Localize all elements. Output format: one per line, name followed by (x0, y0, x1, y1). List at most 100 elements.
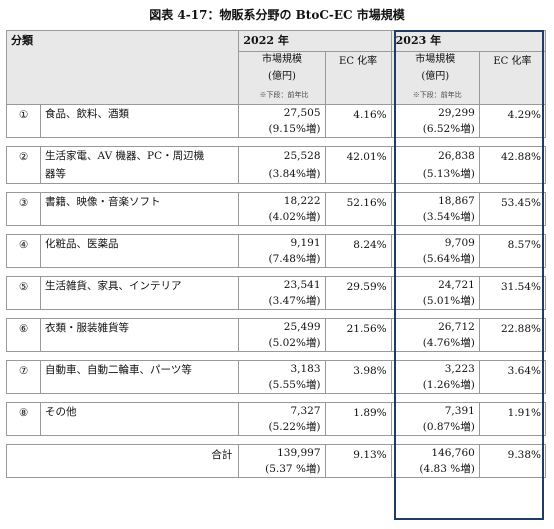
table-row: ⑦ 自動車、自動二輪車、パーツ等 3,183 3.98% 3,223 3.64% (5, 360, 547, 394)
market-size-2023-label: 市場規模 (390, 51, 480, 68)
total-ec-rate-2023: 9.38% (478, 444, 547, 478)
row-number: ⑤ (5, 276, 42, 310)
value-2023: 3,223 (390, 360, 480, 377)
ec-rate-2022: 52.16% (324, 192, 392, 226)
ec-rate-2023: 53.45% (478, 192, 547, 226)
table-row-growth: (7.48%増) (5.64%増) (7, 251, 546, 268)
page-title: 図表 4-17：物販系分野の BtoC-EC 市場規模 (149, 8, 405, 22)
growth-2023: (4.76%増) (390, 335, 480, 352)
total-growth-2023: (4.83 %増) (390, 461, 480, 478)
header-blank (5, 86, 240, 105)
header-row-years: 分類 2022 年 2023 年 (5, 30, 547, 52)
table-row-growth: (9.15%増) (6.52%増) (7, 121, 546, 138)
table-row-growth: (5.55%増) (1.26%増) (7, 377, 546, 394)
row-category: 化粧品、医薬品 (40, 234, 240, 268)
table-row: ④ 化粧品、医薬品 9,191 8.24% 9,709 8.57% (5, 234, 547, 268)
total-growth-2022: (5.37 %増) (238, 461, 326, 478)
ec-rate-2023: 1.91% (478, 402, 547, 436)
growth-2022: (3.84%増) (238, 165, 326, 184)
total-value-2022: 139,997 (238, 444, 326, 461)
ec-rate-2023: 3.64% (478, 360, 547, 394)
growth-2022: (4.02%増) (238, 209, 326, 226)
value-2023: 29,299 (390, 104, 480, 121)
unit-2023-label: (億円) (390, 68, 480, 86)
growth-2022: (9.15%増) (238, 121, 326, 138)
header-row-labels: 市場規模 EC 化率 市場規模 EC 化率 (5, 51, 547, 105)
header-blank (5, 51, 240, 68)
note-2022-label: ※下段：前年比 (238, 86, 326, 105)
header-row-units: (億円) (億円) (5, 68, 546, 86)
growth-2022: (5.22%増) (238, 419, 326, 436)
row-category: 衣類・服装雑貨等 (40, 318, 240, 352)
growth-2023: (6.52%増) (390, 121, 480, 138)
growth-2023: (0.87%増) (390, 419, 480, 436)
ec-rate-2023: 22.88% (478, 318, 547, 352)
ec-rate-2022: 3.98% (324, 360, 392, 394)
table-row: ③ 書籍、映像・音楽ソフト 18,222 52.16% 18,867 53.45… (5, 192, 547, 226)
total-row: 合計 139,997 9.13% 146,760 9.38% (5, 444, 547, 478)
growth-2022: (5.02%増) (238, 335, 326, 352)
growth-2023: (3.54%増) (390, 209, 480, 226)
row-category: 書籍、映像・音楽ソフト (40, 192, 240, 226)
row-category: その他 (40, 402, 240, 436)
market-size-table: 分類 2022 年 2023 年 市場規模 EC 化率 市場規模 EC 化率 (… (5, 30, 547, 478)
row-number: ③ (5, 192, 42, 226)
row-category: 生活家電、AV 機器、PC・周辺機 器等 (40, 146, 240, 184)
ec-rate-2022: 1.89% (324, 402, 392, 436)
row-number: ⑧ (5, 402, 42, 436)
value-2022: 18,222 (238, 192, 326, 209)
row-category: 生活雑貨、家具、インテリア (40, 276, 240, 310)
ec-rate-2022: 4.16% (324, 104, 392, 138)
value-2022: 27,505 (238, 104, 326, 121)
growth-2022: (5.55%増) (238, 377, 326, 394)
value-2022: 7,327 (238, 402, 326, 419)
ec-rate-2023: 8.57% (478, 234, 547, 268)
value-2022: 23,541 (238, 276, 326, 293)
note-2023-label: ※下段：前年比 (390, 86, 480, 105)
ec-rate-2022: 8.24% (324, 234, 392, 268)
table-row: ② 生活家電、AV 機器、PC・周辺機 器等 25,528 42.01% 26,8… (5, 146, 547, 184)
row-number: ⑥ (5, 318, 42, 352)
table-row: ① 食品、飲料、酒類 27,505 4.16% 29,299 4.29% (5, 104, 547, 138)
total-row-growth: (5.37 %増) (4.83 %増) (7, 461, 546, 478)
value-2023: 9,709 (390, 234, 480, 251)
growth-2023: (1.26%増) (390, 377, 480, 394)
row-number: ⑦ (5, 360, 42, 394)
total-value-2023: 146,760 (390, 444, 480, 461)
ec-rate-2023: 42.88% (478, 146, 547, 184)
growth-2023: (5.64%増) (390, 251, 480, 268)
ec-rate-2023-label: EC 化率 (478, 51, 547, 105)
value-2023: 7,391 (390, 402, 480, 419)
growth-2022: (3.47%増) (238, 293, 326, 310)
value-2023: 26,838 (390, 146, 480, 165)
value-2023: 18,867 (390, 192, 480, 209)
value-2022: 25,499 (238, 318, 326, 335)
row-category: 食品、飲料、酒類 (40, 104, 240, 138)
table-row: ⑧ その他 7,327 1.89% 7,391 1.91% (5, 402, 547, 436)
ec-rate-2022: 42.01% (324, 146, 392, 184)
total-ec-rate-2022: 9.13% (324, 444, 392, 478)
ec-rate-2023: 31.54% (478, 276, 547, 310)
table-row: ⑤ 生活雑貨、家具、インテリア 23,541 29.59% 24,721 31.… (5, 276, 547, 310)
growth-2023: (5.13%増) (390, 165, 480, 184)
value-2023: 24,721 (390, 276, 480, 293)
row-number: ① (5, 104, 42, 138)
header-blank (5, 68, 240, 86)
category-header: 分類 (5, 30, 240, 52)
table-row-growth: (4.02%増) (3.54%増) (7, 209, 546, 226)
growth-2022: (7.48%増) (238, 251, 326, 268)
table-row-growth: (3.47%増) (5.01%増) (7, 293, 546, 310)
market-size-2022-label: 市場規模 (238, 51, 326, 68)
value-2022: 9,191 (238, 234, 326, 251)
ec-rate-2022-label: EC 化率 (324, 51, 392, 105)
header-row-notes: ※下段：前年比 ※下段：前年比 (5, 86, 546, 105)
ec-rate-2022: 21.56% (324, 318, 392, 352)
row-category: 自動車、自動二輪車、パーツ等 (40, 360, 240, 394)
table-row: ⑥ 衣類・服装雑貨等 25,499 21.56% 26,712 22.88% (5, 318, 547, 352)
total-label: 合計 (5, 444, 240, 478)
value-2022: 3,183 (238, 360, 326, 377)
ec-rate-2023: 4.29% (478, 104, 547, 138)
row-number: ② (5, 146, 42, 184)
table-row-growth: (5.02%増) (4.76%増) (7, 335, 546, 352)
value-2022: 25,528 (238, 146, 326, 165)
